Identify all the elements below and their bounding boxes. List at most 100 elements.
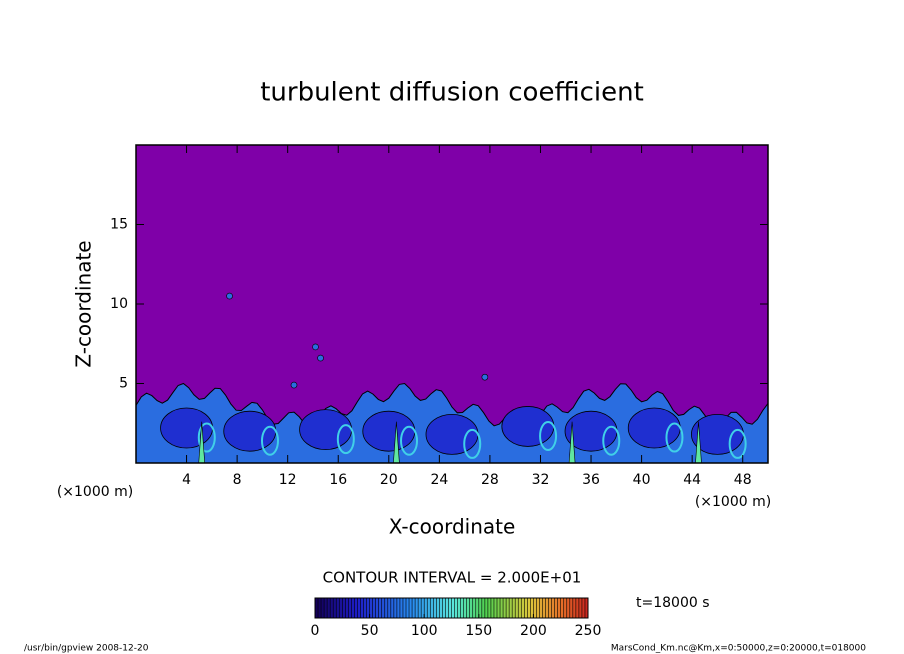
- colorbar-cell: [584, 598, 589, 618]
- colorbar-cell: [497, 598, 501, 618]
- colorbar-cell: [551, 598, 555, 618]
- colorbar-cell: [445, 598, 449, 618]
- colorbar-cell: [542, 598, 546, 618]
- patch: [226, 292, 233, 300]
- colorbar-cell: [427, 598, 431, 618]
- colorbar-cell: [415, 598, 419, 618]
- colorbar-cell: [339, 598, 343, 618]
- colorbar-cell: [372, 598, 376, 618]
- eddy: [160, 407, 213, 449]
- y-axis-label: Z-coordinate: [72, 240, 96, 367]
- y-tick-label: 15: [110, 217, 128, 233]
- colorbar-cell: [469, 598, 474, 618]
- colorbar-cell: [396, 598, 401, 618]
- colorbar-cell: [330, 598, 334, 618]
- colorbar-cell: [493, 598, 498, 618]
- colorbar-cell: [484, 598, 489, 618]
- colorbar-cell: [506, 598, 510, 618]
- colorbar-cell: [478, 598, 483, 618]
- x-tick-label: 16: [329, 472, 347, 488]
- colorbar-cell: [375, 598, 379, 618]
- colorbar-cell: [366, 598, 370, 618]
- colorbar-cell: [357, 598, 361, 618]
- patch: [312, 343, 319, 351]
- colorbar-cell: [360, 598, 364, 618]
- colorbar-cell: [539, 598, 543, 618]
- eddy-edge: [336, 424, 355, 455]
- colorbar-cell: [424, 598, 428, 618]
- x-tick-label: 4: [182, 472, 191, 488]
- colorbar-tick-label: 200: [520, 623, 547, 639]
- colorbar-cell: [433, 598, 437, 618]
- colorbar-cell: [454, 598, 458, 618]
- colorbar-cell: [548, 598, 552, 618]
- footer-left: /usr/bin/gpview 2008-12-20: [24, 644, 149, 654]
- x-tick-label: 40: [633, 472, 651, 488]
- colorbar-cell: [363, 598, 367, 618]
- colorbar-cell: [345, 598, 349, 618]
- colorbar-tick-label: 100: [411, 623, 438, 639]
- colorbar-tick-label: 250: [575, 623, 602, 639]
- colorbar-cell: [384, 598, 389, 618]
- x-tick-label: 32: [532, 472, 550, 488]
- x-tick-label: 48: [734, 472, 752, 488]
- colorbar-cell: [536, 598, 540, 618]
- colorbar-cell: [351, 598, 355, 618]
- contour-interval: CONTOUR INTERVAL = 2.000E+01: [323, 569, 582, 587]
- colorbar-cell: [457, 598, 461, 618]
- y-tick-label: 5: [119, 376, 128, 392]
- x-tick-label: 8: [233, 472, 242, 488]
- colorbar-cell: [466, 598, 470, 618]
- colorbar-cell: [572, 598, 577, 618]
- colorbar-cell: [451, 598, 455, 618]
- colorbar-cell: [402, 598, 407, 618]
- colorbar-cell: [481, 598, 486, 618]
- colorbar-cell: [566, 598, 571, 618]
- colorbar-cell: [393, 598, 398, 618]
- patch: [290, 381, 298, 389]
- colorbar-cell: [490, 598, 495, 618]
- colorbar-cell: [318, 598, 322, 618]
- x-tick-label: 12: [279, 472, 297, 488]
- colorbar-cell: [369, 598, 373, 618]
- eddy-edge: [197, 422, 216, 453]
- colorbar-cell: [503, 598, 507, 618]
- colorbar-cell: [581, 598, 586, 618]
- eddy-edge: [665, 422, 684, 453]
- colorbar-cell: [509, 598, 513, 618]
- x-tick-label: 20: [380, 472, 398, 488]
- colorbar-cell: [412, 598, 416, 618]
- y-tick-label: 10: [110, 296, 128, 312]
- colorbar-cell: [578, 598, 583, 618]
- colorbar-cell: [381, 598, 386, 618]
- colorbar-cell: [439, 598, 443, 618]
- colorbar-cell: [348, 598, 352, 618]
- x-tick-label: 44: [683, 472, 701, 488]
- colorbar-cell: [342, 598, 346, 618]
- colorbar-cell: [463, 598, 467, 618]
- colorbar-cell: [518, 598, 522, 618]
- colorbar-cell: [409, 598, 413, 618]
- x-tick-label: 24: [430, 472, 448, 488]
- colorbar-cell: [563, 598, 568, 618]
- colorbar-frame: [314, 597, 589, 619]
- colorbar-cell: [333, 598, 337, 618]
- x-axis-label: X-coordinate: [389, 515, 516, 539]
- eddy: [627, 407, 681, 449]
- footer-right: MarsCond_Km.nc@Km,x=0:50000,z=0:20000,t=…: [611, 644, 866, 654]
- colorbar-tick-label: 0: [311, 623, 320, 639]
- colorbar-cell: [527, 598, 531, 618]
- colorbar-cell: [324, 598, 328, 618]
- colorbar-cell: [399, 598, 404, 618]
- colorbar-cell: [354, 598, 358, 618]
- colorbar-cell: [560, 598, 565, 618]
- colorbar-tick-label: 50: [361, 623, 379, 639]
- eddy: [425, 413, 479, 455]
- patch: [481, 373, 489, 381]
- eddy: [299, 409, 353, 451]
- eddy-edge: [539, 420, 558, 451]
- colorbar-cell: [436, 598, 440, 618]
- colorbar-cell: [500, 598, 504, 618]
- x-axis-unit: (×1000 m): [695, 494, 771, 510]
